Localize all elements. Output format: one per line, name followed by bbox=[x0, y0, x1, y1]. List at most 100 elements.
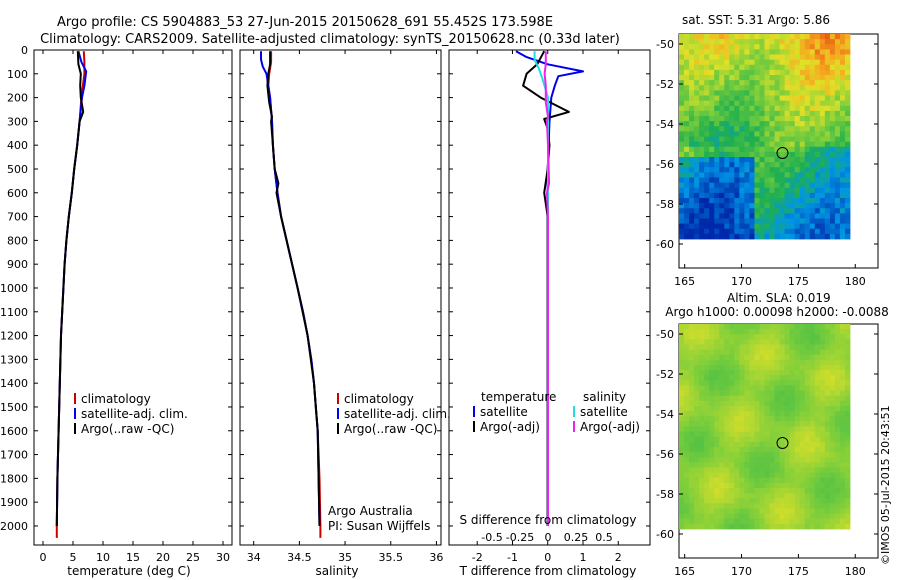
heatmap-cell bbox=[704, 49, 710, 55]
heatmap-cell bbox=[734, 228, 740, 235]
heatmap-cell bbox=[739, 472, 745, 479]
heatmap-cell bbox=[694, 324, 700, 330]
heatmap-cell bbox=[744, 359, 750, 366]
heatmap-cell bbox=[714, 416, 720, 422]
heatmap-cell bbox=[824, 523, 831, 530]
heatmap-cell bbox=[839, 121, 846, 127]
heatmap-cell bbox=[694, 462, 700, 468]
heatmap-cell bbox=[764, 49, 770, 55]
heatmap-cell bbox=[719, 44, 725, 50]
heatmap-cell bbox=[819, 411, 826, 417]
heatmap-cell bbox=[799, 116, 806, 122]
heatmap-cell bbox=[734, 462, 740, 468]
heatmap-cell bbox=[829, 182, 836, 189]
heatmap-cell bbox=[749, 69, 755, 76]
heatmap-cell bbox=[709, 131, 715, 137]
heatmap-cell bbox=[799, 126, 806, 132]
heatmap-cell bbox=[714, 365, 720, 371]
heatmap-cell bbox=[759, 126, 765, 132]
heatmap-cell bbox=[764, 90, 770, 96]
heatmap-cell bbox=[804, 54, 811, 61]
heatmap-cell bbox=[759, 477, 765, 484]
heatmap-cell bbox=[769, 395, 775, 402]
heatmap-cell bbox=[814, 498, 821, 504]
heatmap-cell bbox=[689, 324, 695, 330]
heatmap-cell bbox=[679, 157, 685, 163]
heatmap-cell bbox=[749, 177, 755, 184]
heatmap-cell bbox=[709, 426, 715, 433]
heatmap-cell bbox=[824, 49, 831, 55]
heatmap-cell bbox=[839, 416, 846, 422]
heatmap-cell bbox=[804, 375, 811, 381]
map-y-tick-label: -60 bbox=[656, 238, 674, 251]
heatmap-cell bbox=[794, 482, 801, 489]
heatmap-cell bbox=[744, 380, 750, 386]
heatmap-cell bbox=[824, 80, 831, 86]
heatmap-cell bbox=[759, 59, 765, 66]
heatmap-cell bbox=[694, 203, 700, 209]
heatmap-cell bbox=[779, 233, 786, 240]
heatmap-cell bbox=[839, 365, 846, 371]
heatmap-cell bbox=[829, 436, 836, 443]
heatmap-cell bbox=[734, 121, 740, 127]
heatmap-cell bbox=[719, 395, 725, 402]
heatmap-cell bbox=[829, 400, 836, 407]
heatmap-cell bbox=[724, 467, 730, 474]
heatmap-cell bbox=[774, 349, 780, 356]
heatmap-cell bbox=[789, 141, 796, 148]
heatmap-cell bbox=[834, 329, 841, 335]
heatmap-cell bbox=[824, 324, 831, 330]
heatmap-cell bbox=[714, 141, 720, 148]
heatmap-cell bbox=[729, 121, 735, 127]
heatmap-cell bbox=[824, 121, 831, 127]
heatmap-cell bbox=[719, 344, 725, 351]
heatmap-cell bbox=[814, 218, 821, 225]
heatmap-cell bbox=[764, 436, 770, 443]
heatmap-cell bbox=[754, 329, 760, 335]
heatmap-cell bbox=[839, 344, 846, 351]
heatmap-cell bbox=[744, 59, 750, 66]
heatmap-cell bbox=[714, 44, 720, 50]
heatmap-cell bbox=[719, 349, 725, 356]
heatmap-cell bbox=[839, 131, 846, 137]
heatmap-cell bbox=[724, 411, 730, 417]
heatmap-cell bbox=[759, 208, 765, 214]
heatmap-cell bbox=[764, 80, 770, 86]
heatmap-cell bbox=[749, 354, 755, 361]
heatmap-cell bbox=[704, 385, 710, 392]
heatmap-cell bbox=[739, 503, 745, 509]
heatmap-cell bbox=[839, 482, 846, 489]
heatmap-cell bbox=[779, 488, 786, 494]
heatmap-cell bbox=[834, 192, 841, 199]
heatmap-cell bbox=[684, 482, 690, 489]
figure-title-line2: Climatology: CARS2009. Satellite-adjuste… bbox=[40, 32, 620, 47]
heatmap-cell bbox=[769, 172, 775, 178]
heatmap-cell bbox=[824, 146, 831, 153]
heatmap-cell bbox=[679, 116, 685, 122]
heatmap-cell bbox=[719, 462, 725, 468]
heatmap-cell bbox=[729, 187, 735, 194]
heatmap-cell bbox=[804, 213, 811, 219]
heatmap-cell bbox=[724, 172, 730, 178]
heatmap-cell bbox=[814, 167, 821, 173]
heatmap-cell bbox=[744, 80, 750, 86]
heatmap-cell bbox=[809, 167, 816, 173]
heatmap-cell bbox=[754, 208, 760, 214]
heatmap-cell bbox=[689, 375, 695, 381]
heatmap-cell bbox=[729, 100, 735, 107]
heatmap-cell bbox=[714, 411, 720, 417]
heatmap-cell bbox=[714, 513, 720, 520]
heatmap-cell bbox=[694, 406, 700, 412]
heatmap-cell bbox=[729, 223, 735, 230]
heatmap-cell bbox=[679, 223, 685, 230]
heatmap-cell bbox=[844, 436, 851, 443]
heatmap-cell bbox=[764, 95, 770, 102]
heatmap-cell bbox=[749, 80, 755, 86]
depth-tick-label: 1800 bbox=[0, 472, 28, 485]
heatmap-cell bbox=[779, 105, 786, 112]
heatmap-cell bbox=[824, 223, 831, 230]
heatmap-cell bbox=[839, 359, 846, 366]
heatmap-cell bbox=[709, 406, 715, 412]
heatmap-cell bbox=[784, 406, 791, 412]
heatmap-cell bbox=[699, 477, 705, 484]
